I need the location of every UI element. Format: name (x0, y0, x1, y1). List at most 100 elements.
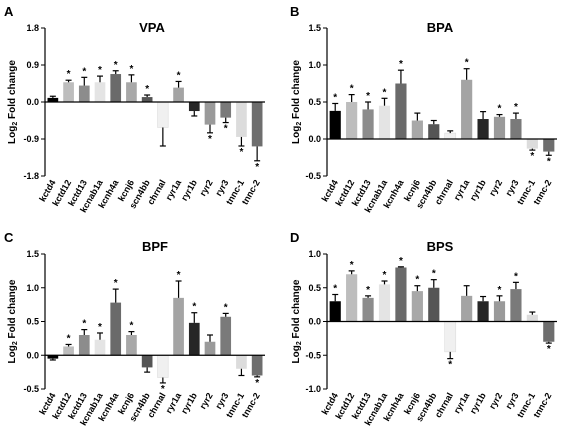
significance-star: * (114, 60, 118, 71)
significance-star: * (82, 319, 86, 330)
y-axis-label-rest: Fold change (7, 60, 18, 122)
significance-star: * (239, 147, 243, 158)
significance-star: * (498, 104, 502, 115)
bar-ryr2 (493, 301, 506, 322)
significance-star: * (366, 91, 370, 102)
y-tick-label: -0.9 (23, 134, 39, 144)
bar-ryr1b (477, 119, 489, 139)
bar-kcnh4a (110, 302, 122, 356)
bar-ryr1a (173, 87, 184, 102)
bar-ryr3 (510, 289, 522, 322)
significance-star: * (98, 65, 102, 76)
significance-star: * (255, 162, 259, 173)
significance-star: * (145, 84, 149, 95)
bar-ryr1b (188, 102, 200, 112)
y-tick-label: 0.9 (26, 60, 39, 70)
bar-tnnc-1 (526, 139, 538, 149)
bar-scn4bb (428, 124, 440, 139)
y-tick-label: 0.5 (308, 97, 321, 107)
significance-star: * (98, 322, 102, 333)
significance-star: * (399, 59, 403, 70)
y-axis-label-subscript: 2 (12, 122, 19, 126)
panel-letter: D (290, 230, 299, 245)
significance-star: * (448, 360, 452, 371)
y-tick-label: 1.0 (308, 249, 321, 259)
x-tick-label: ryr1b (179, 178, 199, 203)
bar-kcnab1a (94, 82, 106, 102)
significance-star: * (350, 260, 354, 271)
bar-kcnab1a (378, 284, 391, 322)
bar-kcnh4a (395, 83, 407, 139)
bar-kcnj6 (126, 335, 137, 356)
y-axis-label-subscript: 2 (296, 122, 303, 126)
significance-star: * (366, 285, 370, 296)
significance-star: * (383, 87, 387, 98)
significance-star: * (432, 269, 436, 280)
bar-scn4bb (141, 355, 153, 368)
bar-kctd13 (362, 109, 374, 139)
x-tick-label: ryr2 (198, 391, 215, 411)
significance-star: * (333, 284, 337, 295)
bar-kcnab1a (378, 105, 391, 139)
bar-tnnc-2 (543, 139, 555, 152)
y-axis-label: Log2 Fold change (291, 60, 304, 144)
bar-kcnj6 (126, 82, 137, 102)
bar-ryr1a (173, 297, 184, 356)
significance-star: * (514, 102, 518, 113)
bar-tnnc-1 (526, 314, 538, 322)
bar-chrnal (157, 101, 169, 128)
significance-star: * (547, 344, 551, 355)
y-tick-label: 0.0 (308, 317, 321, 327)
significance-star: * (547, 156, 551, 167)
bar-kctd4 (329, 110, 341, 139)
bar-kctd4 (329, 301, 341, 322)
bar-ryr3 (220, 102, 232, 118)
y-tick-label: -1.0 (305, 384, 321, 394)
bar-chrnal (444, 132, 457, 140)
significance-star: * (177, 70, 181, 81)
x-tick-label: ryr1b (179, 391, 199, 416)
significance-star: * (255, 378, 259, 389)
y-axis-label-rest: Fold change (7, 279, 18, 341)
bar-kcnj6 (411, 291, 423, 322)
bar-kctd13 (362, 297, 374, 322)
y-axis-label-subscript: 2 (296, 341, 303, 345)
significance-star: * (129, 321, 133, 332)
bar-ryr1b (477, 301, 489, 322)
chart-title: BPF (142, 239, 168, 254)
panel-letter: A (4, 4, 14, 19)
y-axis-label: Log2 Fold change (291, 279, 304, 363)
chart-title: VPA (139, 20, 165, 35)
bar-kctd12 (63, 82, 74, 102)
significance-star: * (161, 384, 165, 395)
bar-kctd13 (78, 85, 90, 102)
significance-star: * (114, 278, 118, 289)
bar-ryr3 (220, 316, 232, 356)
y-tick-label: -0.5 (305, 350, 321, 360)
bar-ryr2 (204, 341, 216, 356)
bar-tnnc-2 (543, 321, 555, 342)
x-tick-label: ryr2 (487, 178, 504, 198)
significance-star: * (67, 69, 71, 80)
y-axis-label-subscript: 2 (12, 341, 19, 345)
y-tick-label: 1.5 (308, 23, 321, 33)
bar-kctd4 (47, 355, 59, 359)
x-tick-label: ryr2 (487, 391, 504, 411)
significance-star: * (399, 256, 403, 267)
panel-letter: B (290, 4, 299, 19)
bar-ryr2 (493, 116, 506, 139)
y-axis-label-rest: Fold change (291, 279, 302, 341)
panel-letter: C (4, 230, 14, 245)
y-tick-label: -0.5 (305, 171, 321, 181)
significance-star: * (465, 58, 469, 69)
bar-kctd13 (78, 335, 90, 356)
bar-scn4bb (428, 287, 440, 322)
chart-title: BPA (427, 20, 454, 35)
y-axis-label-log: Log (291, 126, 302, 144)
bar-chrnal (444, 321, 457, 353)
significance-star: * (530, 151, 534, 162)
